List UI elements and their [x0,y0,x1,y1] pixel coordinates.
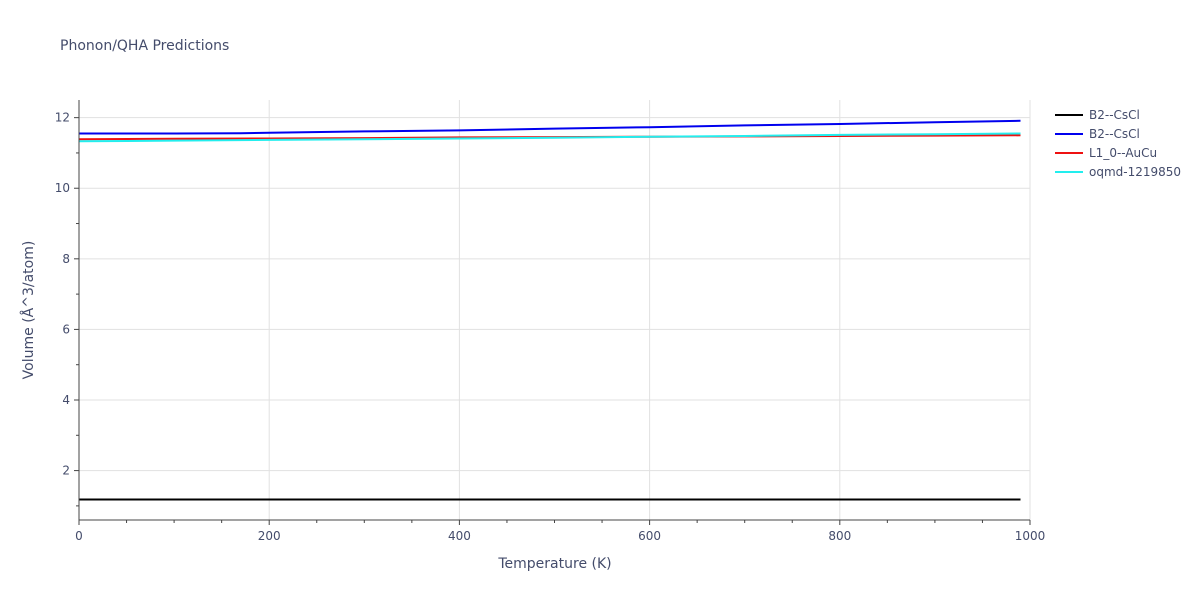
x-tick-label: 400 [448,529,471,543]
plot-area [78,119,1021,501]
legend-label-4: oqmd-1219850 [1089,165,1181,179]
x-tick-label: 0 [75,529,83,543]
y-tick-label: 12 [55,111,70,125]
y-tick-label: 6 [62,322,70,336]
y-tick-label: 4 [62,393,70,407]
x-tick-label: 200 [258,529,281,543]
y-tick-label: 2 [62,464,70,478]
x-axis-title: Temperature (K) [497,556,611,572]
axes: 0 200 400 600 800 1000 2 4 6 8 10 12 [55,100,1046,543]
y-tick-label: 10 [55,181,70,195]
y-tick-label: 8 [62,252,70,266]
x-tick-label: 1000 [1015,529,1046,543]
x-tick-label: 800 [828,529,851,543]
x-tick-label: 600 [638,529,661,543]
legend-label-2: B2--CsCl [1089,127,1140,141]
series-line-2 [79,119,1021,135]
legend-label-3: L1_0--AuCu [1089,146,1157,160]
grid [79,100,1031,520]
chart-title: Phonon/QHA Predictions [60,38,229,54]
series-line-4 [78,132,1021,143]
legend-label-1: B2--CsCl [1089,108,1140,122]
legend: B2--CsCl B2--CsCl L1_0--AuCu oqmd-1219850 [1055,108,1181,179]
y-axis-title: Volume (Å^3/atom) [20,241,37,380]
